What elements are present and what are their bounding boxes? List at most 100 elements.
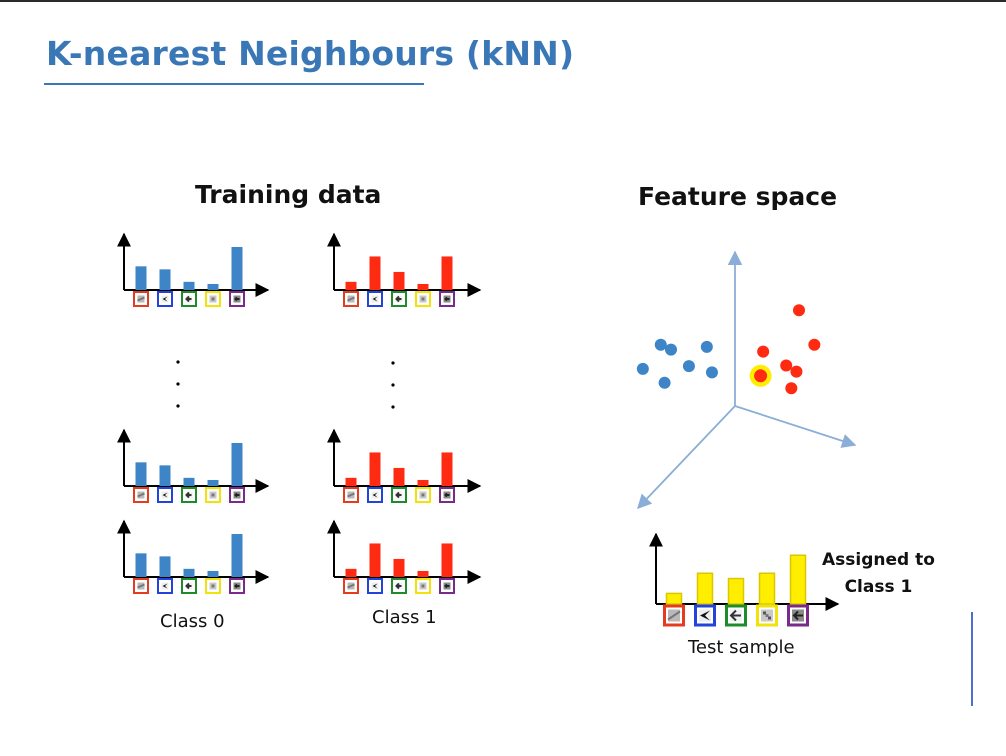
bicycle-part-icon (137, 295, 145, 303)
class0-point (705, 366, 718, 379)
ellipsis-dots (176, 360, 395, 409)
histogram-bar (393, 467, 405, 486)
ellipsis-dot (391, 383, 395, 387)
training-data-heading: Training data (195, 180, 382, 209)
histogram-bar (727, 577, 745, 605)
histogram-bar (441, 543, 453, 577)
class0-point (658, 376, 671, 389)
bicycle-part-icon (137, 491, 145, 499)
airplane-icon (161, 295, 169, 303)
histogram-bar (369, 543, 381, 577)
feature-space-plot (636, 250, 857, 510)
histogram-bar (758, 572, 776, 605)
airplane-icon (371, 582, 379, 590)
class1-point (780, 359, 793, 372)
class0-point (636, 362, 649, 375)
plant-icon (185, 491, 193, 499)
histogram-bar (135, 462, 147, 486)
texture-icon (209, 295, 217, 303)
bicycle-part-icon (347, 295, 355, 303)
histogram-bar (417, 283, 429, 290)
histogram-bar (159, 556, 171, 577)
class0-histogram (117, 519, 270, 594)
class0-point (654, 338, 667, 351)
class0-label: Class 0 (160, 611, 225, 632)
airplane-icon (371, 295, 379, 303)
histogram-bar (345, 568, 357, 577)
animal-icon (233, 582, 241, 590)
bicycle-part-icon (347, 491, 355, 499)
histogram-bar (231, 443, 243, 486)
airplane-icon (699, 609, 711, 622)
histogram-bar (345, 281, 357, 290)
class0-histogram (117, 232, 270, 307)
histogram-bar (369, 452, 381, 486)
animal-icon (443, 582, 451, 590)
histogram-bar (369, 256, 381, 290)
class1-point (808, 338, 821, 351)
bicycle-part-icon (347, 582, 355, 590)
plant-icon (395, 295, 403, 303)
assigned-to-label: Assigned to Class 1 (822, 547, 935, 601)
side-rule (971, 612, 973, 706)
ellipsis-dot (176, 404, 180, 408)
class1-histogram (327, 232, 482, 307)
top-rule (0, 0, 1006, 2)
ellipsis-dot (391, 361, 395, 365)
class1-histogram (327, 428, 482, 503)
histogram-bar (183, 568, 195, 577)
histogram-bar (393, 271, 405, 290)
histogram-bar (207, 479, 219, 486)
title-underline (44, 83, 424, 85)
histogram-bar (231, 534, 243, 577)
animal-icon (443, 491, 451, 499)
plant-icon (185, 295, 193, 303)
bicycle-part-icon (137, 582, 145, 590)
histogram-bar (231, 247, 243, 290)
histogram-bar (393, 558, 405, 577)
histogram-bar (183, 477, 195, 486)
feature-space-heading: Feature space (638, 182, 838, 211)
class1-point (757, 345, 770, 358)
plant-icon (395, 582, 403, 590)
texture-icon (209, 582, 217, 590)
histogram-bar (183, 281, 195, 290)
animal-icon (233, 491, 241, 499)
ellipsis-dot (391, 405, 395, 409)
test-sample-histogram (649, 532, 840, 627)
texture-icon (419, 295, 427, 303)
airplane-icon (161, 582, 169, 590)
texture-icon (419, 582, 427, 590)
animal-icon (792, 609, 804, 622)
texture-icon (761, 609, 773, 622)
histogram-bar (417, 570, 429, 577)
test-sample-label: Test sample (688, 637, 795, 658)
class0-point (682, 360, 695, 373)
histogram-bar (345, 477, 357, 486)
class1-point (790, 365, 803, 378)
histogram-bar (207, 570, 219, 577)
histogram-bar (159, 465, 171, 486)
feature-axis (734, 405, 857, 448)
assigned-line-2: Class 1 (844, 577, 913, 597)
airplane-icon (161, 491, 169, 499)
histogram-bar (789, 554, 807, 605)
assigned-line-1: Assigned to (822, 550, 935, 570)
slide-title: K-nearest Neighbours (kNN) (46, 34, 575, 73)
texture-icon (209, 491, 217, 499)
feature-axis (637, 405, 736, 510)
plant-icon (185, 582, 193, 590)
class0-point (700, 340, 713, 353)
ellipsis-dot (176, 382, 180, 386)
class1-label: Class 1 (372, 607, 437, 628)
test-point (754, 369, 768, 383)
plant-icon (729, 609, 742, 622)
histogram-bar (207, 283, 219, 290)
animal-icon (233, 295, 241, 303)
class1-histogram (327, 519, 482, 594)
histogram-bar (417, 479, 429, 486)
histogram-bar (135, 553, 147, 577)
texture-icon (419, 491, 427, 499)
class0-histogram (117, 428, 270, 503)
